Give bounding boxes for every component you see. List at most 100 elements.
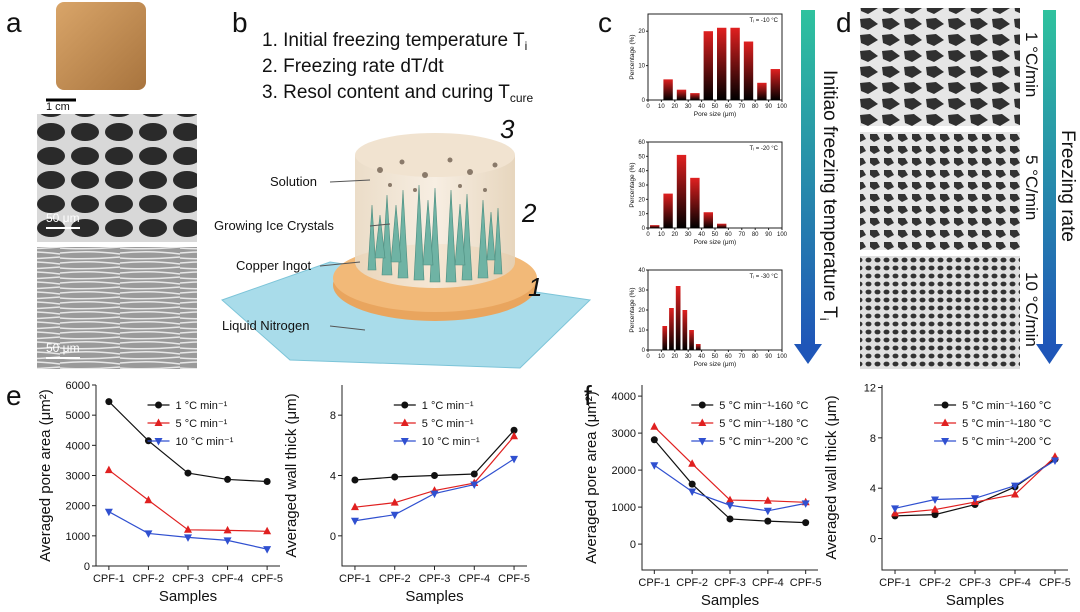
marker — [931, 496, 940, 505]
x-tick-label: CPF-4 — [752, 577, 784, 589]
y-tick-label: 5000 — [66, 410, 90, 422]
marker — [263, 478, 271, 486]
ice-crystals — [367, 184, 503, 283]
marker — [144, 495, 153, 504]
x-tick-label: CPF-5 — [498, 573, 530, 585]
step: 3. Resol content and curing Tcure — [262, 82, 534, 105]
marker — [726, 495, 734, 504]
hist-bar — [730, 27, 740, 100]
solution-top — [355, 133, 515, 177]
y-tick-label: 0 — [642, 98, 646, 104]
marker — [510, 455, 519, 464]
legend-label: 10 °C min⁻¹ — [422, 436, 480, 448]
x-tick-label: 40 — [698, 104, 705, 110]
legend-label: 1 °C min⁻¹ — [422, 400, 474, 412]
scale-label: 1 cm — [46, 101, 70, 113]
marker — [650, 436, 658, 444]
legend-label: 5 °C min⁻¹ — [422, 418, 474, 430]
label-leaders — [319, 179, 391, 331]
marker — [726, 515, 734, 523]
step-text: 3. Resol content and curing T — [262, 82, 510, 103]
y-label: Averaged pore area (μm²) — [37, 389, 54, 562]
hist-bar — [695, 344, 701, 350]
x-tick-label: 70 — [738, 104, 745, 110]
marker — [184, 525, 192, 533]
y-tick-label: 20 — [638, 29, 645, 35]
hist-bar — [676, 154, 687, 228]
x-label: Pore size (μm) — [694, 361, 736, 368]
legend-label: 1 °C min⁻¹ — [176, 400, 228, 412]
x-tick-label: 100 — [777, 232, 788, 238]
step-number: 2 — [521, 198, 537, 228]
marker — [688, 480, 696, 488]
component-label: Solution — [270, 174, 317, 189]
y-tick-label: 60 — [638, 140, 645, 146]
x-tick-label: CPF-5 — [790, 577, 822, 589]
marker — [263, 546, 272, 554]
y-label: Averaged wall thick (μm) — [283, 393, 300, 557]
y-tick-label: 20 — [638, 197, 645, 203]
y-tick-label: 3000 — [612, 428, 636, 440]
x-tick-label: 20 — [671, 354, 678, 360]
hist-bar — [676, 89, 687, 100]
legend-marker — [698, 438, 707, 446]
legend-marker — [154, 438, 163, 446]
x-tick-label: CPF-1 — [879, 577, 911, 589]
marker — [184, 469, 192, 477]
plot-frame — [647, 269, 783, 351]
x-tick-label: 80 — [752, 354, 759, 360]
x-tick-label: 10 — [658, 104, 665, 110]
series-line — [108, 469, 268, 532]
y-tick-label: 6000 — [66, 380, 90, 392]
rate-label: 5 °C/min — [1022, 155, 1041, 220]
panel-label: b — [232, 7, 248, 38]
annotation: Tᵢ = -10 °C — [749, 18, 778, 24]
hist-bar — [682, 310, 688, 350]
x-tick-label: CPF-1 — [638, 577, 670, 589]
marker — [351, 476, 359, 484]
x-tick-label: 20 — [671, 232, 678, 238]
x-tick-label: 50 — [712, 354, 719, 360]
x-tick-label: CPF-2 — [676, 577, 708, 589]
y-tick-label: 0 — [630, 539, 636, 551]
marker — [350, 502, 359, 511]
x-label: Pore size (μm) — [694, 111, 736, 118]
legend-marker — [698, 418, 707, 426]
marker — [650, 462, 659, 470]
x-tick-label: 20 — [671, 104, 678, 110]
legend-marker — [400, 418, 409, 426]
component-label: Liquid Nitrogen — [222, 318, 309, 333]
sem-image — [860, 8, 1020, 126]
x-tick-label: CPF-1 — [339, 573, 371, 585]
y-tick-label: 2000 — [66, 501, 90, 513]
legend-marker — [941, 401, 949, 409]
x-tick-label: CPF-2 — [379, 573, 411, 585]
marker — [105, 398, 113, 406]
rate-label: 1 °C/min — [1022, 32, 1041, 97]
arrow — [1043, 10, 1056, 346]
y-tick-label: 4 — [330, 471, 336, 483]
x-tick-label: 50 — [712, 232, 719, 238]
arrow-sub: i — [817, 318, 831, 321]
marker — [688, 488, 697, 497]
component-label: Copper Ingot — [236, 258, 312, 273]
x-label: Samples — [701, 592, 759, 609]
hist-bar — [663, 193, 673, 228]
hist-bar — [703, 31, 713, 101]
arrow-head — [1036, 344, 1063, 364]
legend-label: 5 °C min⁻¹-160 °C — [962, 400, 1051, 412]
marker — [764, 517, 772, 525]
marker — [223, 537, 232, 545]
y-tick-label: 10 — [638, 212, 645, 218]
x-tick-label: CPF-5 — [251, 573, 283, 585]
y-label: Averaged pore area (μm²) — [583, 391, 600, 564]
legend-marker — [941, 438, 950, 446]
hist-bar — [717, 223, 727, 228]
marker — [431, 472, 438, 479]
y-tick-label: 10 — [638, 328, 645, 334]
marker — [931, 505, 940, 513]
axes — [341, 385, 527, 567]
x-tick-label: 30 — [685, 354, 692, 360]
legend-label: 5 °C min⁻¹-180 °C — [719, 418, 808, 430]
marker — [104, 508, 113, 517]
